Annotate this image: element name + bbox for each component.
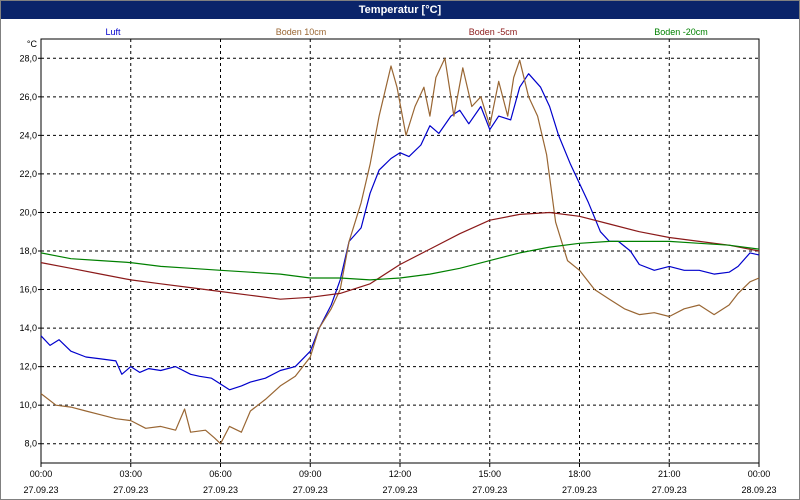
y-tick-label: 24,0 <box>19 130 37 140</box>
series-line <box>40 240 760 281</box>
x-tick-label-time: 06:00 <box>209 469 232 479</box>
x-tick-label-time: 15:00 <box>478 469 501 479</box>
x-tick-label-time: 03:00 <box>119 469 142 479</box>
x-tick-label-time: 18:00 <box>568 469 591 479</box>
x-tick-label-date: 27.09.23 <box>382 485 417 495</box>
x-tick-label-date: 27.09.23 <box>113 485 148 495</box>
x-tick-label-time: 00:00 <box>748 469 771 479</box>
x-tick-label-time: 09:00 <box>299 469 322 479</box>
series-line <box>40 73 760 391</box>
x-tick-label-date: 27.09.23 <box>293 485 328 495</box>
y-tick-label: 18,0 <box>19 246 37 256</box>
x-tick-label-date: 27.09.23 <box>23 485 58 495</box>
y-axis-unit: °C <box>27 39 38 49</box>
x-tick-label-date: 27.09.23 <box>203 485 238 495</box>
y-tick-label: 8,0 <box>24 439 37 449</box>
x-tick-label-date: 27.09.23 <box>652 485 687 495</box>
y-tick-label: 14,0 <box>19 323 37 333</box>
x-tick-label-date: 27.09.23 <box>472 485 507 495</box>
series-line <box>40 57 760 445</box>
y-tick-label: 28,0 <box>19 53 37 63</box>
legend-entry: Boden -5cm <box>469 27 518 37</box>
x-tick-label-time: 21:00 <box>658 469 681 479</box>
x-tick-label-date: 28.09.23 <box>741 485 776 495</box>
y-tick-label: 26,0 <box>19 92 37 102</box>
y-tick-label: 10,0 <box>19 400 37 410</box>
y-tick-label: 22,0 <box>19 169 37 179</box>
y-tick-label: 16,0 <box>19 285 37 295</box>
x-tick-label-time: 00:00 <box>30 469 53 479</box>
x-tick-label-date: 27.09.23 <box>562 485 597 495</box>
y-tick-label: 20,0 <box>19 207 37 217</box>
legend-entry: Boden -20cm <box>654 27 708 37</box>
legend-entry: Boden 10cm <box>276 27 327 37</box>
legend-entry: Luft <box>105 27 121 37</box>
x-tick-label-time: 12:00 <box>389 469 412 479</box>
chart-title: Temperatur [°C] <box>1 1 799 19</box>
y-tick-label: 12,0 <box>19 362 37 372</box>
series-line <box>40 211 760 300</box>
